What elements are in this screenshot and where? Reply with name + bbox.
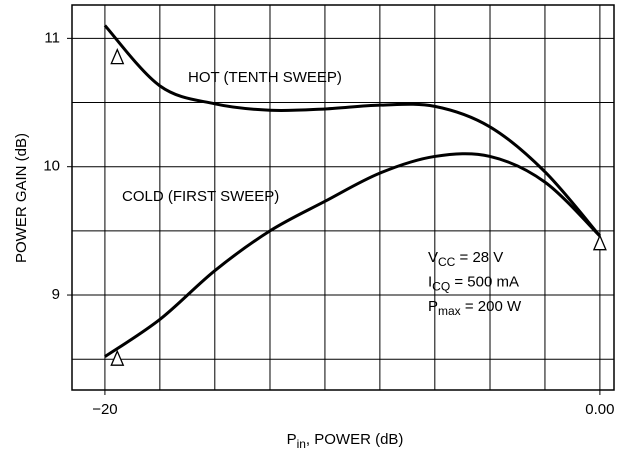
annotation-sub: CC — [438, 255, 456, 269]
series-label: HOT (TENTH SWEEP) — [188, 69, 342, 86]
annotation-main: I — [428, 273, 432, 290]
x-axis-label-rest: , POWER (dB) — [306, 431, 404, 448]
y-tick-label: 11 — [44, 29, 60, 46]
x-axis-label: Pin, POWER (dB) — [287, 431, 404, 451]
annotation-main: V — [428, 249, 438, 266]
marker — [592, 234, 607, 251]
annotation-main: P — [428, 298, 438, 315]
annotation: ICQ = 500 mA — [428, 273, 519, 293]
annotation-rest: = 28 V — [455, 249, 503, 266]
annotation-rest: = 500 mA — [450, 273, 519, 290]
x-tick-label: 0.00 — [585, 401, 614, 418]
y-tick-label: 9 — [52, 286, 60, 303]
marker — [110, 47, 125, 65]
x-axis-label-sub: in — [297, 437, 306, 451]
y-axis-label: POWER GAIN (dB) — [13, 133, 30, 263]
annotation-sub: CQ — [432, 280, 450, 294]
y-tick-label: 10 — [43, 158, 60, 175]
x-axis-label-main: P — [287, 431, 297, 448]
series-label: COLD (FIRST SWEEP) — [122, 188, 279, 205]
annotation: VCC = 28 V — [428, 249, 503, 269]
line-series — [103, 24, 602, 237]
line-series — [104, 152, 601, 358]
annotation-rest: = 200 W — [461, 298, 522, 315]
x-tick-label: −20 — [92, 401, 117, 418]
annotation-sub: max — [438, 304, 461, 318]
plot-frame — [71, 4, 615, 391]
marker — [110, 349, 125, 366]
annotation: Pmax = 200 W — [428, 298, 522, 318]
